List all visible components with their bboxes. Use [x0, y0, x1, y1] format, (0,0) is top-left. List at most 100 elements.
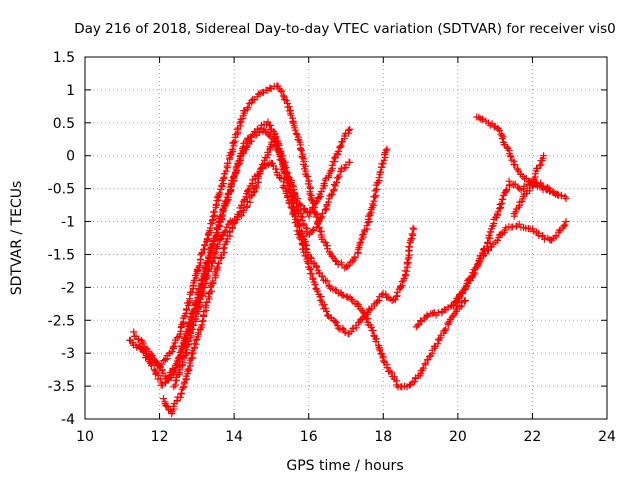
data-point — [478, 115, 486, 123]
data-point — [510, 181, 518, 189]
data-point — [317, 296, 325, 304]
data-point — [204, 230, 212, 238]
data-point — [562, 218, 570, 225]
data-point — [497, 230, 505, 238]
data-point — [554, 191, 562, 198]
data-point — [319, 210, 327, 217]
data-point — [386, 367, 394, 375]
data-point — [409, 224, 417, 232]
data-point — [196, 299, 204, 306]
data-point — [331, 286, 339, 294]
data-point — [281, 168, 289, 176]
data-point — [414, 321, 422, 329]
data-point — [380, 357, 387, 365]
data-point — [255, 90, 262, 98]
data-point — [279, 92, 287, 100]
data-point — [496, 127, 504, 134]
data-point — [363, 222, 371, 230]
data-point — [222, 238, 230, 246]
data-point — [256, 128, 263, 136]
data-point — [311, 281, 319, 289]
data-point — [339, 138, 347, 146]
data-point — [161, 356, 169, 363]
data-point — [455, 293, 463, 301]
data-point — [215, 259, 223, 267]
data-point — [334, 148, 342, 155]
data-point — [219, 245, 227, 253]
data-point — [423, 311, 431, 319]
data-point — [461, 297, 469, 304]
y-tick-label: -3.5 — [48, 379, 75, 395]
data-point — [543, 183, 551, 191]
data-point — [494, 208, 502, 216]
data-point — [341, 329, 349, 336]
data-point — [182, 346, 190, 354]
data-point — [248, 97, 256, 105]
data-point — [333, 257, 340, 265]
y-tick-label: -1 — [61, 215, 75, 231]
data-point — [407, 235, 415, 243]
data-point — [294, 216, 301, 224]
data-point — [185, 366, 193, 374]
data-point — [323, 307, 330, 315]
data-point — [357, 238, 365, 246]
data-point — [498, 135, 506, 143]
data-point — [312, 199, 320, 207]
data-point — [137, 336, 145, 344]
data-point — [339, 292, 347, 299]
data-point — [374, 297, 382, 305]
data-point — [346, 125, 354, 133]
data-point — [215, 191, 223, 199]
x-tick-label: 10 — [76, 429, 94, 445]
data-point — [222, 197, 229, 205]
data-point — [308, 270, 316, 278]
data-point — [298, 154, 306, 162]
data-point — [305, 212, 313, 220]
data-point — [434, 340, 442, 348]
data-point — [372, 338, 380, 346]
data-point — [514, 183, 522, 191]
data-point — [214, 192, 222, 200]
data-point — [442, 325, 450, 333]
data-point — [397, 282, 404, 290]
data-point — [291, 126, 299, 134]
data-point — [170, 342, 178, 350]
x-tick-label: 24 — [598, 429, 616, 445]
data-point — [302, 245, 310, 252]
data-point — [304, 172, 312, 180]
data-point — [148, 362, 155, 370]
data-point — [487, 228, 495, 236]
data-point — [336, 143, 344, 151]
data-point — [539, 232, 547, 239]
data-point — [346, 158, 354, 166]
data-point — [444, 304, 452, 312]
data-point — [183, 305, 190, 313]
data-point — [348, 258, 356, 266]
data-point — [162, 401, 170, 409]
data-point — [189, 325, 196, 333]
data-point — [278, 88, 286, 96]
data-point — [176, 393, 184, 401]
data-point — [462, 284, 470, 292]
data-point — [345, 261, 353, 269]
data-point — [448, 313, 456, 321]
data-point — [379, 160, 387, 167]
data-point — [372, 192, 380, 200]
data-point — [276, 174, 284, 182]
data-point — [235, 157, 243, 164]
data-point — [503, 186, 511, 194]
gridlines — [85, 57, 607, 419]
data-point — [496, 201, 504, 208]
data-point — [211, 208, 219, 216]
data-point — [555, 191, 562, 199]
y-tick-label: -2.5 — [48, 313, 75, 329]
y-tick-label: -2 — [61, 280, 75, 296]
data-point — [318, 273, 326, 280]
data-point — [195, 304, 203, 312]
data-point — [388, 297, 396, 304]
data-point — [333, 178, 341, 186]
data-point — [214, 263, 221, 271]
data-point — [252, 182, 260, 190]
data-point — [441, 326, 449, 334]
data-point — [529, 182, 537, 190]
